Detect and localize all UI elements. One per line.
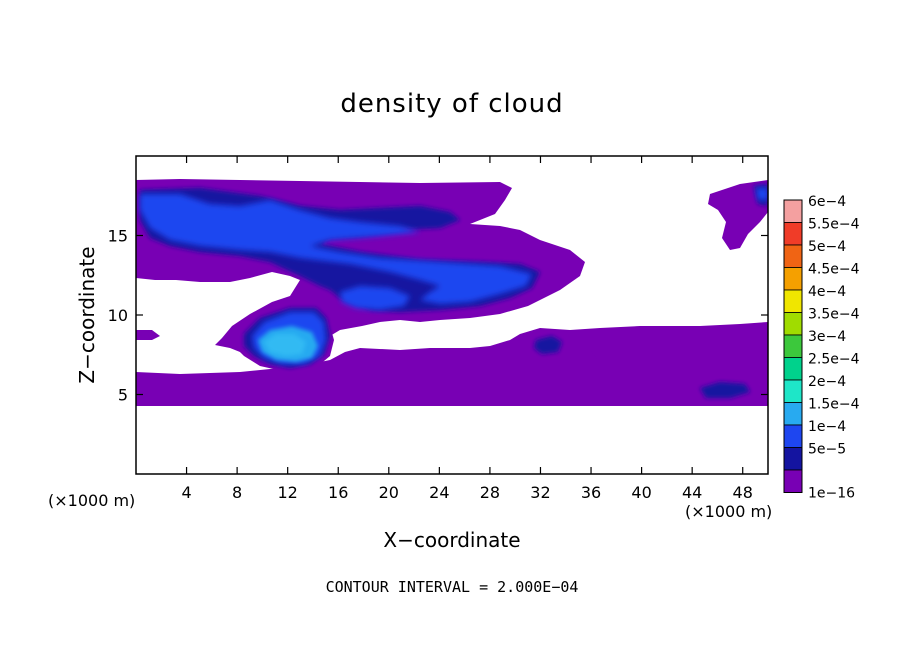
x-axis-ticks: 4 8 12 16 20 24 28 32 36 40 44 48 [181, 156, 753, 502]
x-tick-label: 16 [328, 483, 348, 502]
legend-label: 1e−16 [808, 486, 855, 502]
x-tick-label: 36 [581, 483, 601, 502]
upper-blue-core [140, 194, 532, 304]
y-tick-label: 5 [118, 386, 128, 405]
x-tick-label: 44 [682, 483, 702, 502]
left-edge-layer [136, 330, 160, 340]
legend-swatch [783, 199, 803, 223]
legend-swatch [783, 402, 803, 426]
legend-label: 5e−5 [808, 442, 846, 458]
legend-swatch [783, 244, 803, 268]
legend-frame [783, 199, 803, 493]
y-tick-label: 15 [108, 227, 128, 246]
y-axis-label: Z−coordinate [75, 246, 99, 383]
x-tick-label: 24 [429, 483, 449, 502]
x-axis-label: X−coordinate [383, 528, 520, 552]
right-mid-layer [590, 336, 768, 374]
x-tick-label: 4 [181, 483, 191, 502]
x-unit-right: (×1000 m) [685, 502, 772, 521]
x-tick-label: 8 [232, 483, 242, 502]
legend-swatch [783, 267, 803, 291]
contour-level-2e-4 [264, 334, 306, 356]
legend-label: 5.5e−4 [808, 217, 860, 233]
right-blob-1 [534, 336, 562, 354]
right-blob-2 [700, 382, 750, 398]
x-tick-label: 48 [733, 483, 753, 502]
upper-right-cloud [708, 180, 768, 250]
mid-blue-blob [340, 286, 410, 310]
legend-label: 4.5e−4 [808, 262, 860, 278]
x-tick-label: 40 [631, 483, 651, 502]
lighter-core [264, 334, 306, 356]
x-tick-label: 28 [480, 483, 500, 502]
legend-label: 1e−4 [808, 419, 846, 435]
legend-swatch [783, 424, 803, 448]
legend-swatch [783, 357, 803, 381]
legend-label: 6e−4 [808, 194, 846, 210]
legend-swatch [783, 447, 803, 471]
y-tick-label: 10 [108, 306, 128, 325]
x-tick-label: 20 [379, 483, 399, 502]
legend-label: 5e−4 [808, 239, 846, 255]
legend-swatch [783, 469, 803, 493]
legend-swatch [783, 222, 803, 246]
legend-label: 4e−4 [808, 284, 846, 300]
legend-swatch [783, 312, 803, 336]
right-blue-blob [756, 188, 768, 200]
color-legend: 6e−4 5.5e−4 5e−4 4.5e−4 4e−4 3.5e−4 3e−4 2.5e−4… [783, 194, 860, 502]
x-unit-left: (×1000 m) [48, 491, 135, 510]
legend-label: 3e−4 [808, 329, 846, 345]
legend-label: 1.5e−4 [808, 397, 860, 413]
legend-label: 2e−4 [808, 374, 846, 390]
legend-label: 2.5e−4 [808, 352, 860, 368]
x-tick-label: 12 [278, 483, 298, 502]
contour-field [136, 179, 768, 406]
y-axis-ticks: 5 10 15 [108, 227, 768, 405]
x-tick-label: 32 [530, 483, 550, 502]
legend-label: 3.5e−4 [808, 307, 860, 323]
legend-swatch [783, 289, 803, 313]
contour-interval-note: CONTOUR INTERVAL = 2.000E−04 [326, 578, 579, 596]
legend-swatch [783, 379, 803, 403]
legend-swatch [783, 334, 803, 358]
chart-title: density of cloud [340, 89, 563, 119]
